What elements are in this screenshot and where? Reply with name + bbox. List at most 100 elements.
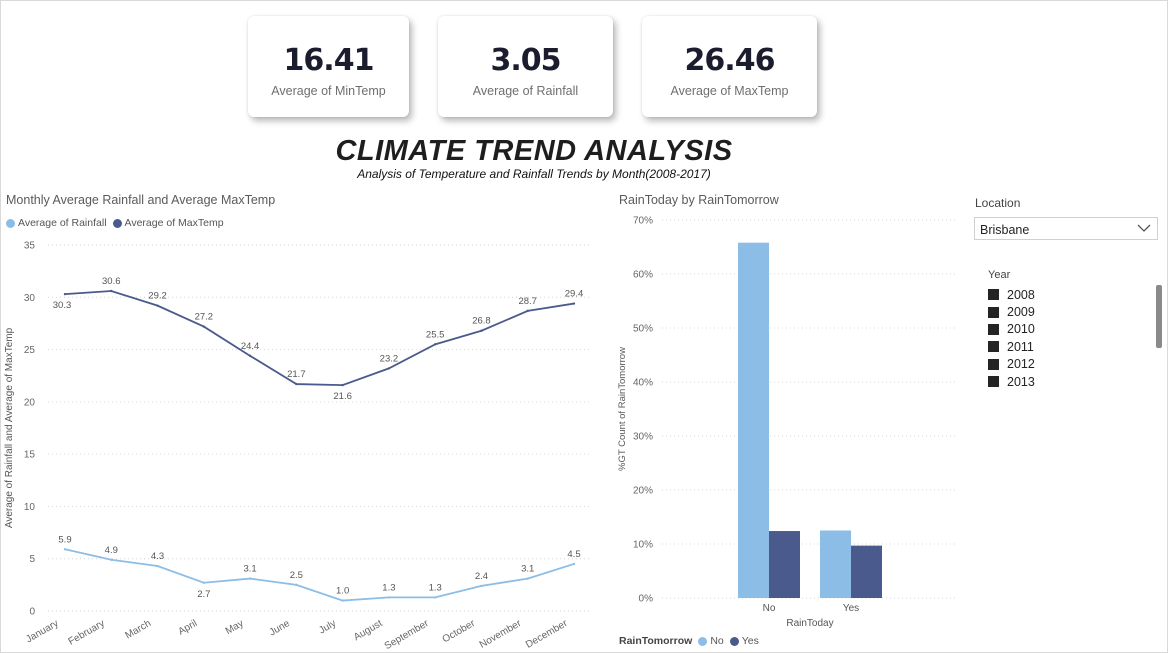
data-label: 29.2 [148, 291, 167, 302]
chevron-down-icon [1137, 224, 1151, 232]
y-tick-label: 70% [633, 216, 653, 227]
data-label: 21.7 [287, 369, 306, 380]
data-point [433, 596, 437, 599]
y-axis-label: Average of Rainfall and Average of MaxTe… [4, 327, 15, 528]
location-dropdown[interactable]: Brisbane [974, 217, 1158, 240]
report-title: CLIMATE TREND ANALYSIS [335, 135, 733, 167]
kpi-card-max-temp[interactable]: 26.46 Average of MaxTemp [642, 16, 817, 117]
legend-label: Average of Rainfall [18, 217, 107, 229]
data-point [110, 558, 113, 561]
x-tick-label: June [268, 618, 293, 639]
data-label: 1.3 [382, 582, 395, 593]
data-label: 3.1 [243, 564, 256, 575]
x-tick-label: August [352, 618, 385, 643]
x-tick-label: May [224, 618, 246, 637]
x-tick-label: March [123, 618, 153, 641]
kpi-card-min-temp[interactable]: 16.41 Average of MinTemp [248, 16, 409, 117]
y-tick-label: 10 [24, 502, 36, 513]
legend-dot-icon [6, 218, 15, 228]
data-label: 30.6 [102, 276, 121, 287]
year-option[interactable]: 2011 [988, 338, 1035, 355]
legend-label: No [710, 635, 724, 647]
y-tick-label: 50% [633, 324, 653, 335]
checkbox-icon[interactable] [988, 323, 999, 335]
data-point [572, 562, 576, 566]
kpi-label: Average of MinTemp [271, 84, 386, 98]
checkbox-icon[interactable] [988, 376, 999, 388]
kpi-label: Average of Rainfall [472, 84, 579, 98]
data-label: 2.7 [197, 589, 210, 600]
data-point [248, 577, 252, 580]
line-chart[interactable]: 0 5 10 15 20 25 30 35 Average of Rainfall and Av… [0, 233, 600, 653]
year-label: 2011 [1007, 339, 1034, 354]
legend-title: RainTomorrow [619, 635, 693, 647]
kpi-value: 16.41 [283, 43, 375, 78]
checkbox-icon[interactable] [988, 306, 999, 318]
data-point [341, 383, 344, 387]
data-label: 27.2 [195, 312, 214, 323]
checkbox-icon[interactable] [988, 358, 999, 370]
x-tick-label: October [441, 618, 478, 646]
data-label: 4.9 [105, 545, 118, 556]
y-tick-label: 40% [633, 378, 653, 389]
line-chart-legend[interactable]: Average of Rainfall Average of MaxTemp [6, 217, 230, 229]
year-slicer-title: Year [988, 269, 1011, 281]
checkbox-icon[interactable] [988, 341, 999, 353]
data-point [526, 577, 529, 580]
year-option[interactable]: 2008 [988, 286, 1035, 303]
y-tick-label: 60% [633, 270, 653, 281]
x-tick-label: February [67, 618, 107, 648]
year-option[interactable]: 2010 [988, 321, 1035, 338]
location-slicer-title: Location [975, 196, 1021, 210]
data-label: 23.2 [380, 353, 399, 364]
data-point [63, 548, 67, 551]
data-point [387, 367, 391, 370]
checkbox-icon[interactable] [988, 289, 999, 301]
x-tick-label: No [763, 603, 776, 614]
data-point [295, 583, 298, 587]
x-tick-label: November [478, 618, 524, 651]
legend-item-no[interactable]: No [698, 635, 724, 647]
kpi-card-rainfall[interactable]: 3.05 Average of Rainfall [438, 16, 613, 117]
bar-chart[interactable]: 0% 10% 20% 30% 40% 50% 60% 70% %GT Count of Rain… [605, 210, 965, 640]
data-point [572, 302, 576, 305]
data-point [387, 596, 391, 599]
data-label: 4.5 [567, 549, 580, 560]
legend-dot-icon [698, 636, 708, 646]
data-point [526, 309, 529, 313]
data-point [202, 581, 206, 584]
year-option[interactable]: 2012 [988, 356, 1035, 373]
data-label: 2.4 [475, 571, 488, 582]
year-slicer-list: 2008 2009 2010 2011 2012 2013 [988, 286, 1035, 390]
bar-no-yes [769, 531, 800, 598]
data-point [202, 325, 206, 328]
year-option[interactable]: 2013 [988, 373, 1035, 390]
data-label: 1.3 [429, 582, 442, 593]
y-axis-label: %GT Count of RainTomorrow [617, 347, 628, 471]
bar-chart-legend[interactable]: RainTomorrow No Yes [619, 635, 765, 647]
data-label: 25.5 [426, 329, 445, 340]
year-label: 2009 [1007, 305, 1035, 320]
data-point [433, 343, 437, 346]
data-point [480, 329, 483, 332]
kpi-value: 3.05 [490, 43, 561, 78]
y-tick-label: 5 [29, 554, 35, 565]
data-point [480, 584, 483, 588]
legend-item-rainfall[interactable]: Average of Rainfall [6, 217, 107, 229]
x-tick-label: Yes [843, 603, 859, 614]
data-label: 26.8 [472, 316, 491, 327]
data-label: 1.0 [336, 586, 349, 597]
data-point [341, 599, 344, 602]
bar-yes-no [820, 530, 851, 598]
year-option[interactable]: 2009 [988, 303, 1035, 320]
year-slicer-scrollbar[interactable] [1156, 285, 1162, 348]
data-point [156, 564, 159, 568]
data-label: 24.4 [241, 341, 260, 352]
legend-item-yes[interactable]: Yes [729, 635, 759, 647]
data-point [63, 292, 67, 296]
legend-item-maxtemp[interactable]: Average of MaxTemp [112, 217, 224, 229]
data-point [110, 289, 113, 293]
data-label: 29.4 [565, 289, 584, 300]
data-label: 3.1 [521, 564, 534, 575]
year-label: 2010 [1007, 322, 1035, 337]
